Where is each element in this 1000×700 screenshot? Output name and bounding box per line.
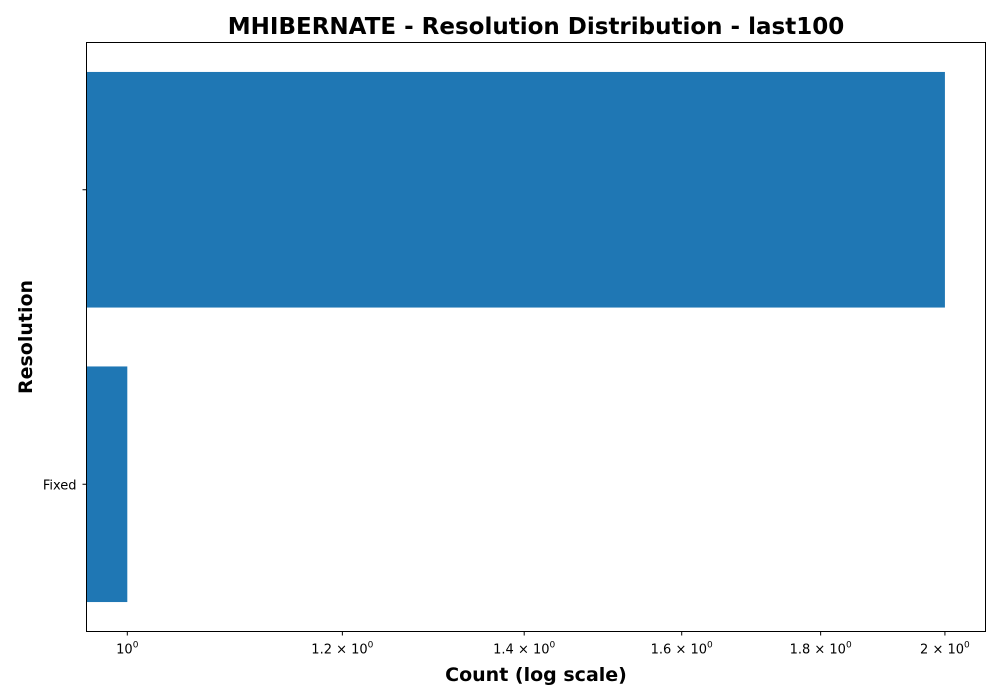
bars-group [86, 71, 945, 603]
y-ticks-group: Fixed [43, 189, 87, 493]
x-tick-label-0: 100 [116, 641, 139, 658]
y-axis-label: Resolution [15, 280, 37, 394]
x-axis-label: Count (log scale) [445, 664, 627, 686]
chart-title: MHIBERNATE - Resolution Distribution - l… [228, 14, 844, 40]
x-ticks-group: 100 1.2 × 100 1.4 × 100 1.6 × 100 1.8 × 100 2… [116, 631, 970, 658]
x-tick-label-2: 1.4 × 100 [493, 641, 555, 658]
bar-0 [86, 366, 128, 603]
x-tick-label-5: 2 × 100 [920, 641, 970, 658]
x-tick-label-3: 1.6 × 100 [651, 641, 713, 658]
bar-1 [86, 71, 945, 308]
plot-frame [86, 42, 986, 632]
y-tick-label-0: Fixed [43, 478, 77, 493]
x-tick-label-1: 1.2 × 100 [311, 641, 373, 658]
x-tick-label-4: 1.8 × 100 [790, 641, 852, 658]
